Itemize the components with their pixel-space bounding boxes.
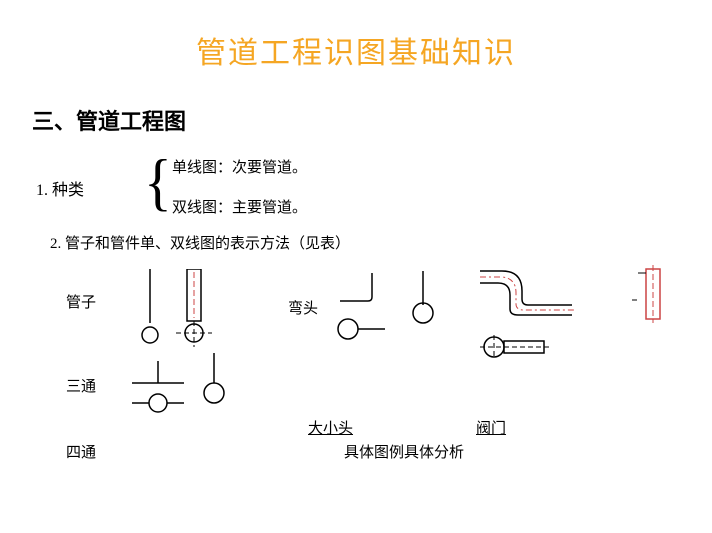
subsection-label: 2. 管子和管件单、双线图的表示方法（见表） <box>50 232 712 253</box>
page-title: 管道工程识图基础知识 <box>0 0 712 72</box>
category-line2: 双线图：主要管道。 <box>172 196 307 217</box>
elbow-double-icon <box>472 269 582 329</box>
elbow-circle-icon <box>408 271 438 327</box>
tee-single-icon <box>128 361 188 417</box>
label-valve: 阀门 <box>476 417 506 438</box>
pipe-red-tick-icon <box>632 293 648 307</box>
category-block: 1. 种类 { 单线图：次要管道。 双线图：主要管道。 <box>36 154 712 224</box>
pipe-single-icon <box>140 269 160 347</box>
elbow-double-end-icon <box>480 333 560 363</box>
label-tee: 三通 <box>66 375 96 396</box>
content-area: 1. 种类 { 单线图：次要管道。 双线图：主要管道。 2. 管子和管件单、双线… <box>0 154 712 465</box>
label-elbow: 弯头 <box>288 297 318 318</box>
pipe-double-icon <box>176 269 216 347</box>
category-label: 1. 种类 <box>36 176 84 200</box>
elbow-single-icon <box>330 271 390 345</box>
tee-circle-icon <box>200 353 230 409</box>
category-line1: 单线图：次要管道。 <box>172 156 307 177</box>
label-note: 具体图例具体分析 <box>344 441 464 462</box>
label-reducer: 大小头 <box>308 417 353 438</box>
section-header: 三、管道工程图 <box>32 104 712 136</box>
diagram-area: 管子 弯头 三通 四通 大小头 阀门 具体图例具体分析 <box>0 265 712 465</box>
label-pipe: 管子 <box>66 291 96 312</box>
brace-symbol: { <box>144 145 172 219</box>
label-cross: 四通 <box>66 441 96 462</box>
